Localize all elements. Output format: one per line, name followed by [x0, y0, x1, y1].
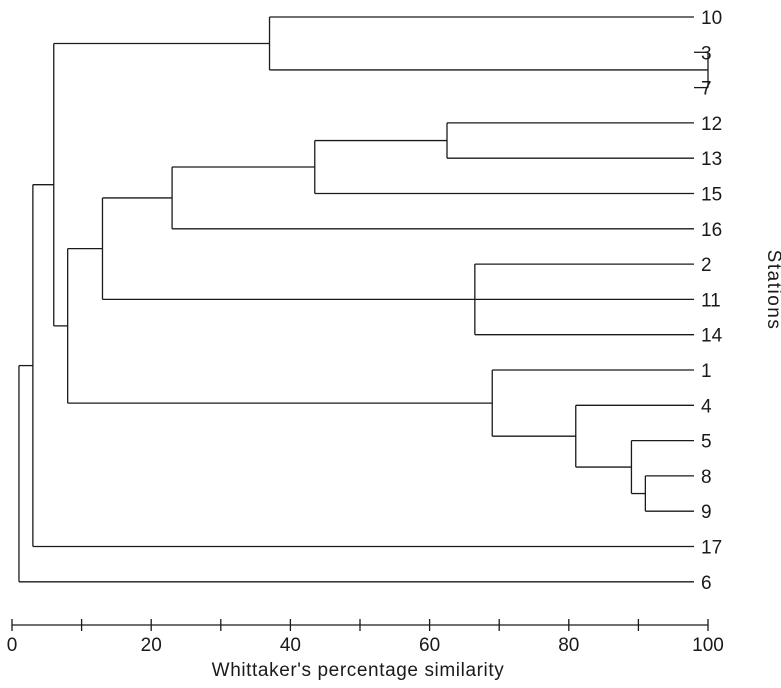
station-label-7: 7: [701, 79, 712, 100]
station-label-6: 6: [701, 573, 712, 594]
station-label-1: 1: [701, 361, 712, 382]
station-label-3: 3: [701, 43, 712, 64]
station-label-16: 16: [701, 220, 722, 241]
station-label-5: 5: [701, 432, 712, 453]
station-label-2: 2: [701, 255, 712, 276]
x-tick-label-100: 100: [692, 635, 724, 656]
station-label-8: 8: [701, 467, 712, 488]
x-tick-label-0: 0: [7, 635, 18, 656]
y-axis-title: Stations: [763, 250, 781, 331]
x-tick-label-60: 60: [419, 635, 440, 656]
station-label-17: 17: [701, 538, 722, 559]
station-label-13: 13: [701, 149, 722, 170]
x-tick-label-20: 20: [141, 635, 162, 656]
x-axis-title: Whittaker's percentage similarity: [212, 660, 505, 681]
x-axis-tick-labels: 0 20 40 60 80 100: [7, 635, 724, 656]
x-axis: 0 20 40 60 80 100: [7, 619, 724, 656]
station-label-12: 12: [701, 114, 722, 135]
station-label-9: 9: [701, 502, 712, 523]
x-tick-label-40: 40: [280, 635, 301, 656]
x-tick-label-80: 80: [558, 635, 579, 656]
station-label-11: 11: [701, 290, 721, 311]
dendrogram-branches: [18, 16, 709, 583]
x-axis-ticks: [11, 619, 709, 631]
station-label-4: 4: [701, 396, 712, 417]
station-label-14: 14: [701, 326, 723, 347]
station-label-10: 10: [701, 8, 722, 29]
station-label-15: 15: [701, 185, 722, 206]
